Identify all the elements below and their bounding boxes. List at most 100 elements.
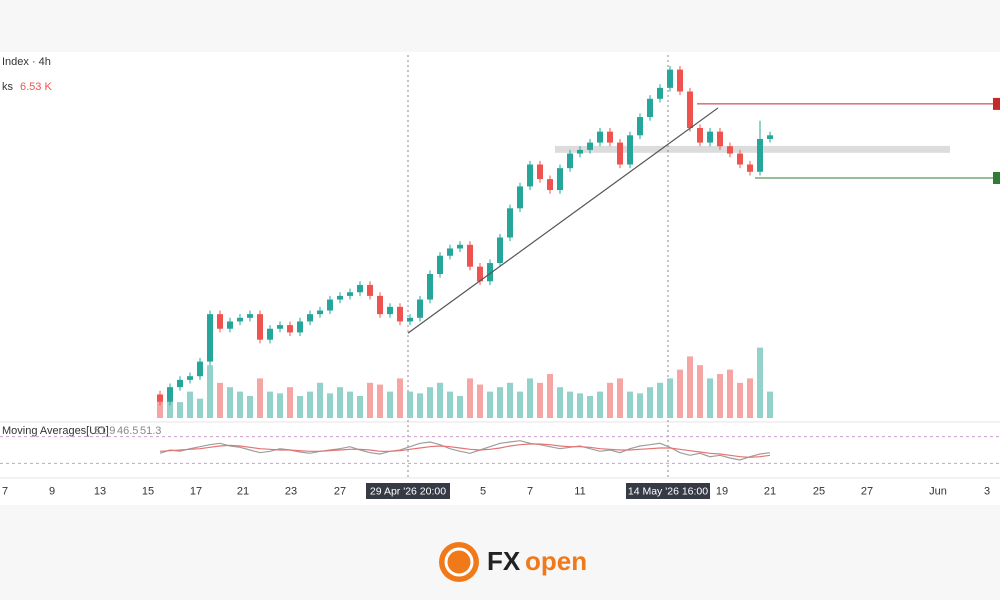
crosshair-label-box (366, 483, 450, 499)
candle-body (437, 255, 443, 274)
volume-bar (407, 391, 413, 418)
candle-body (497, 237, 503, 264)
candle-body (467, 244, 473, 267)
candle-body (397, 306, 403, 322)
candle-body (357, 284, 363, 293)
candle-body (307, 314, 313, 322)
volume-bar (227, 387, 233, 418)
chart-panel (0, 52, 1000, 505)
candle-body (727, 146, 733, 154)
x-tick-label: 15 (142, 485, 154, 497)
volume-bar (417, 393, 423, 418)
candle-body (287, 325, 293, 333)
volume-bar (547, 374, 553, 418)
volume-bar (527, 378, 533, 418)
candle-body (547, 179, 553, 191)
x-tick-label: 5 (480, 485, 486, 497)
volume-bar (197, 398, 203, 418)
crosshair-label: 29 Apr '26 20:00 (370, 485, 446, 497)
volume-bar (217, 382, 223, 418)
candle-body (247, 314, 253, 318)
x-tick-label: 7 (2, 485, 8, 497)
volume-bar (277, 393, 283, 418)
candle-body (617, 142, 623, 165)
zone (555, 145, 950, 153)
candle-body (737, 153, 743, 165)
volume-bar (647, 387, 653, 418)
volume-bar (637, 393, 643, 418)
volume-bar (607, 382, 613, 418)
volume-bar (567, 391, 573, 418)
candle-body (207, 314, 213, 362)
x-tick-label: 27 (861, 485, 873, 497)
volume-bar (717, 374, 723, 418)
candle-body (197, 361, 203, 377)
x-tick-label: 21 (237, 485, 249, 497)
candle-body (527, 164, 533, 187)
volume-bar (727, 369, 733, 418)
volume-bar (317, 382, 323, 418)
candle-body (227, 321, 233, 329)
x-tick-label: 13 (94, 485, 106, 497)
volume-bar (707, 378, 713, 418)
volume-bar (347, 391, 353, 418)
volume-bar (177, 402, 183, 418)
trendline (407, 107, 719, 334)
volume-bar (687, 356, 693, 418)
candle-body (507, 208, 513, 238)
volume-bar (557, 387, 563, 418)
candle-body (237, 317, 243, 322)
volume-label: ks (2, 81, 14, 93)
volume-bar (367, 382, 373, 418)
volume-bar (737, 382, 743, 418)
volume-bar (507, 382, 513, 418)
x-tick-label: 23 (285, 485, 297, 497)
candle-body (327, 299, 333, 311)
candle-body (217, 314, 223, 329)
volume-bar (267, 391, 273, 418)
volume-bar (517, 391, 523, 418)
volume-bar (257, 378, 263, 418)
volume-bar (667, 378, 673, 418)
candle-body (667, 69, 673, 88)
volume-bar (747, 378, 753, 418)
volume-bar (597, 391, 603, 418)
volume-bar (767, 391, 773, 418)
candle-body (377, 295, 383, 315)
x-tick-label: 25 (813, 485, 825, 497)
volume-bar (297, 396, 303, 418)
indicator-value: 51.3 (140, 425, 161, 437)
volume-bar (537, 382, 543, 418)
candle-body (637, 117, 643, 136)
crosshair-label: 14 May '26 16:00 (628, 485, 708, 497)
candle-body (297, 321, 303, 333)
x-tick-label: 11 (574, 485, 585, 497)
crosshair-label-box (626, 483, 710, 499)
candle-body (167, 387, 173, 402)
volume-bar (167, 396, 173, 418)
candle-body (277, 325, 283, 329)
volume-bar (477, 384, 483, 418)
candle-body (557, 168, 563, 191)
x-tick-label: 27 (334, 485, 346, 497)
candle-body (697, 128, 703, 143)
volume-bar (287, 387, 293, 418)
candle-body (447, 248, 453, 256)
candle-body (257, 314, 263, 340)
symbol-label: Index · 4h (2, 56, 51, 68)
candle-body (647, 98, 653, 118)
logo: FX open (439, 542, 587, 582)
candle-body (607, 131, 613, 143)
candle-body (427, 274, 433, 300)
candle-body (517, 186, 523, 209)
candle-body (657, 87, 663, 99)
candle-body (487, 263, 493, 282)
candle-body (597, 131, 603, 143)
level-marker (993, 97, 1000, 110)
candle-body (677, 69, 683, 92)
level-marker (993, 172, 1000, 185)
volume-bar (677, 369, 683, 418)
indicator-label: Moving Averages[UO] (2, 425, 109, 437)
volume-bar (157, 400, 163, 418)
